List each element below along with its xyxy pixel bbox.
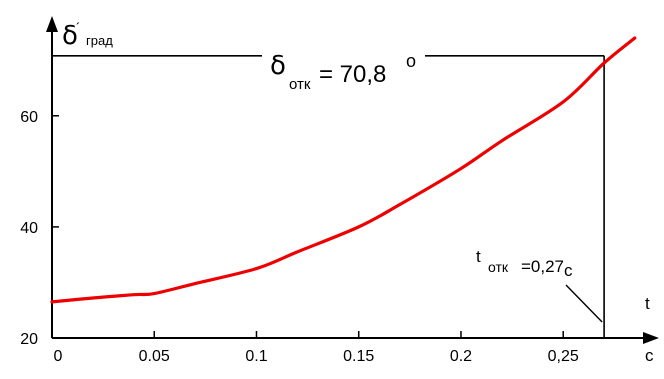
t-open-value: =0,27 xyxy=(521,257,564,276)
delta-open-symbol: δ xyxy=(270,51,286,81)
y-axis-label-prime: ´ xyxy=(76,20,80,35)
t-open-subscript: отк xyxy=(488,259,509,275)
x-tick-label: 0.15 xyxy=(343,348,374,365)
x-axis-label-unit: с xyxy=(645,346,654,365)
x-tick-label: 0.2 xyxy=(450,348,472,365)
delta-open-annotation: δ отк = 70,8 o xyxy=(270,51,416,93)
y-axis-label-symbol: δ xyxy=(62,21,78,51)
x-axis-label: t с xyxy=(645,294,654,365)
y-tick-label: 60 xyxy=(20,109,38,126)
t-open-unit: с xyxy=(564,261,573,280)
t-open-annotation: t отк =0,27 с xyxy=(476,247,573,280)
x-axis-arrow xyxy=(643,332,659,344)
y-axis-label-unit: град xyxy=(86,33,113,48)
y-axis-label: δ ´ град xyxy=(62,20,113,51)
delta-open-value: = 70,8 xyxy=(319,61,386,88)
x-tick-label: 0.1 xyxy=(245,348,267,365)
t-open-symbol: t xyxy=(476,247,481,266)
x-tick-label: 0.05 xyxy=(139,348,170,365)
y-axis-arrow xyxy=(46,16,58,32)
t-open-leader-line xyxy=(565,284,603,323)
series-line xyxy=(50,36,637,304)
x-tick-label: 0,25 xyxy=(548,348,579,365)
x-axis-label-symbol: t xyxy=(645,294,650,313)
delta-open-subscript: отк xyxy=(289,76,311,93)
y-tick-label: 40 xyxy=(20,220,38,237)
x-tick-label: 0 xyxy=(54,348,63,365)
delta-open-degree: o xyxy=(406,51,416,71)
y-tick-label: 20 xyxy=(20,331,38,348)
tick-group: 0 0.05 0.1 0.15 0.2 0,25 20 40 60 xyxy=(20,109,579,365)
